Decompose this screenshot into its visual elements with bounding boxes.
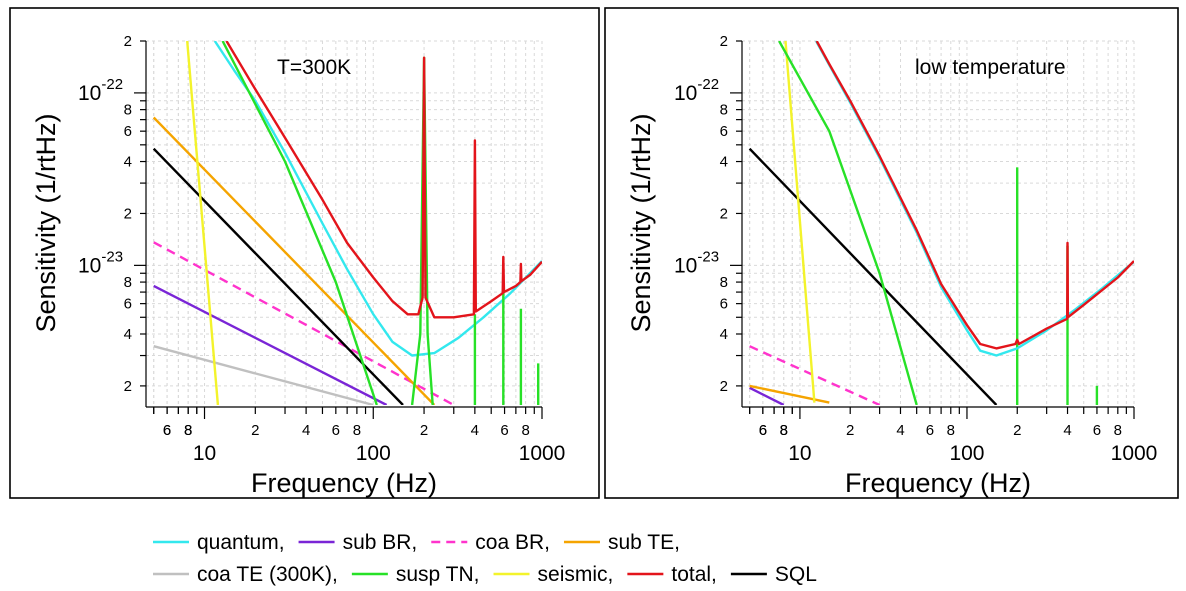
- x-minor-tick-label: 2: [1013, 422, 1021, 439]
- x-minor-tick-label: 6: [332, 422, 340, 439]
- x-minor-tick-label: 8: [353, 422, 361, 439]
- y-minor-tick-label: 6: [124, 123, 132, 140]
- x-major-tick-label: 100: [356, 442, 391, 465]
- y-major-tick-base: 10: [674, 82, 697, 105]
- y-major-tick-exponent: -23: [697, 248, 719, 265]
- series-sub-br-line: [749, 386, 785, 405]
- series-coa-br-line: [153, 241, 455, 405]
- y-major-tick-label: 10-23: [674, 248, 719, 277]
- x-minor-tick-label: 6: [759, 422, 767, 439]
- y-major-tick-label: 10-22: [674, 76, 719, 105]
- x-minor-tick-label: 2: [420, 422, 428, 439]
- series-total-line: [225, 41, 542, 319]
- series-coa-te-300k-line: [153, 345, 374, 405]
- series-seismic-line: [784, 41, 816, 403]
- x-minor-tick-label: 4: [302, 422, 310, 439]
- series-group: [748, 41, 1134, 405]
- x-minor-tick-label: 4: [1063, 422, 1071, 439]
- y-minor-tick-label: 4: [720, 154, 728, 171]
- legend-label: sub TE,: [608, 531, 680, 554]
- y-minor-tick-label: 8: [124, 274, 132, 291]
- series-coa-br-line: [749, 345, 881, 405]
- grid: [146, 40, 543, 405]
- x-axis-label: Frequency (Hz): [251, 468, 437, 498]
- x-minor-tick-label: 4: [471, 422, 479, 439]
- y-minor-tick-label: 8: [720, 274, 728, 291]
- x-minor-tick-label: 8: [521, 422, 529, 439]
- panel-annotation: low temperature: [915, 56, 1066, 79]
- x-minor-tick-label: 6: [926, 422, 934, 439]
- panel-frame: [604, 7, 1179, 499]
- y-major-tick-exponent: -22: [697, 76, 719, 93]
- series-seismic-line: [186, 41, 220, 405]
- y-minor-tick-label: 2: [124, 33, 132, 50]
- x-minor-tick-label: 6: [1093, 422, 1101, 439]
- panel-annotation: T=300K: [277, 56, 351, 79]
- y-minor-tick-label: 8: [124, 102, 132, 119]
- series-quantum-line: [213, 41, 542, 357]
- legend-label: sub BR,: [343, 531, 418, 554]
- x-minor-tick-label: 8: [184, 422, 192, 439]
- y-minor-tick-label: 4: [720, 326, 728, 343]
- x-minor-tick-label: 6: [500, 422, 508, 439]
- legend-label: quantum,: [197, 531, 285, 554]
- x-minor-tick-label: 6: [759, 422, 767, 439]
- x-major-tick-label: 100: [949, 442, 984, 465]
- series-sub-te-line: [749, 384, 830, 404]
- x-minor-tick-label: 8: [184, 422, 192, 439]
- y-minor-tick-label: 2: [720, 205, 728, 222]
- y-minor-tick-label: 6: [720, 123, 728, 140]
- legend-label: SQL: [775, 563, 817, 586]
- y-minor-tick-label: 2: [124, 378, 132, 395]
- y-minor-tick-label: 2: [124, 205, 132, 222]
- y-major-tick-exponent: -22: [101, 76, 123, 93]
- y-minor-tick-label: 2: [720, 33, 728, 50]
- series-susp-tn-line: [778, 41, 1099, 405]
- y-axis-label: Sensitivity (1/rtHz): [31, 113, 61, 332]
- series-group: [152, 41, 542, 405]
- y-major-tick-exponent: -23: [101, 248, 123, 265]
- y-major-tick-label: 10-23: [78, 248, 123, 277]
- series-total-line: [815, 41, 1134, 350]
- series-sub-br-line: [153, 284, 388, 405]
- y-major-tick-base: 10: [78, 254, 101, 277]
- x-major-tick-label: 1000: [1111, 442, 1158, 465]
- y-major-tick-base: 10: [78, 82, 101, 105]
- series-sql-line: [748, 147, 998, 405]
- y-minor-tick-label: 4: [124, 154, 132, 171]
- panel-frame: [9, 7, 600, 499]
- x-minor-tick-label: 8: [947, 422, 955, 439]
- y-minor-tick-label: 4: [124, 326, 132, 343]
- legend-label: susp TN,: [396, 563, 480, 586]
- y-major-tick-label: 10-22: [78, 76, 123, 105]
- x-minor-tick-label: 8: [780, 422, 788, 439]
- y-minor-tick-label: 6: [720, 296, 728, 313]
- x-axis-label: Frequency (Hz): [845, 468, 1031, 498]
- y-minor-tick-label: 6: [124, 296, 132, 313]
- legend: quantum, sub BR, coa BR, sub TE, coa TE (300…: [153, 531, 817, 586]
- legend-label: seismic,: [538, 563, 614, 586]
- x-major-tick-label: 10: [193, 442, 216, 465]
- x-minor-tick-label: 8: [780, 422, 788, 439]
- y-axis-label: Sensitivity (1/rtHz): [626, 113, 656, 332]
- y-minor-tick-label: 8: [720, 102, 728, 119]
- x-major-tick-label: 10: [788, 442, 811, 465]
- x-minor-tick-label: 8: [1114, 422, 1122, 439]
- x-minor-tick-label: 2: [846, 422, 854, 439]
- x-major-tick-label: 1000: [519, 442, 566, 465]
- legend-label: total,: [671, 563, 717, 586]
- series-quantum-line: [815, 41, 1134, 357]
- x-minor-tick-label: 6: [163, 422, 171, 439]
- legend-label: coa TE (300K),: [197, 563, 338, 586]
- y-minor-tick-label: 2: [720, 378, 728, 395]
- x-minor-tick-label: 2: [251, 422, 259, 439]
- y-major-tick-base: 10: [674, 254, 697, 277]
- legend-label: coa BR,: [475, 531, 550, 554]
- x-minor-tick-label: 4: [896, 422, 904, 439]
- series-sub-te-line: [152, 116, 436, 405]
- x-minor-tick-label: 6: [163, 422, 171, 439]
